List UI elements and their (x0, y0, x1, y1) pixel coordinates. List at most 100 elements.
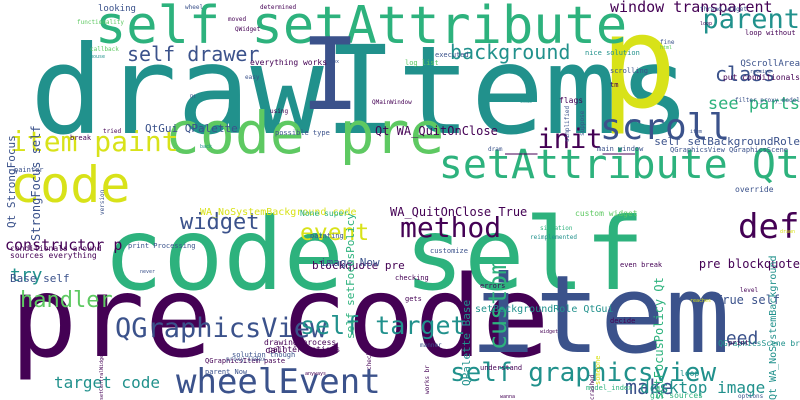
cloud-word: scroll (600, 107, 731, 148)
cloud-word: crashed (589, 374, 596, 400)
cloud-word: level (740, 287, 759, 294)
cloud-word: sources everything (10, 251, 97, 260)
cloud-word: painter (14, 166, 44, 174)
cloud-word: nice solution (585, 49, 640, 57)
cloud-word: flags (559, 96, 584, 105)
cloud-word: break (70, 134, 92, 142)
cloud-word: easy (245, 74, 260, 81)
cloud-word: item (690, 129, 703, 135)
cloud-word: QMainWindow (372, 99, 412, 106)
cloud-word: tried (103, 128, 122, 135)
cloud-word: StrongFocus self (29, 125, 43, 241)
cloud-word: pre blockquote (698, 257, 800, 271)
cloud-word: parent (702, 4, 800, 35)
cloud-word: handler (20, 288, 113, 313)
cloud-word: QWidget (235, 26, 261, 33)
cloud-word: background (450, 40, 571, 64)
cloud-word: using (270, 108, 289, 115)
cloud-word: QtGui QPalette (145, 122, 238, 135)
cloud-word: fine (660, 39, 675, 46)
cloud-word: decide (610, 317, 636, 325)
cloud-word: override (735, 185, 774, 194)
cloud-word: print (728, 339, 750, 347)
cloud-word: need (715, 328, 759, 349)
cloud-word: someone (594, 355, 602, 385)
cloud-word: parent Now (205, 368, 248, 376)
cloud-word: setAttribute Qt (438, 142, 800, 188)
cloud-word: code pre (165, 99, 445, 167)
cloud-word: functionality (77, 19, 124, 26)
cloud-word: def (738, 207, 800, 247)
cloud-word: receive (750, 69, 772, 75)
cloud-word: I (300, 16, 361, 133)
cloud-word: QGraphicsView QGraphicsScene (670, 146, 789, 154)
cloud-word: painting (310, 232, 344, 240)
cloud-word: widget (180, 210, 260, 235)
cloud-word: reaches (690, 298, 712, 304)
cloud-word: desktop image (640, 378, 766, 397)
cloud-word: box (330, 59, 340, 65)
cloud-word: version (99, 189, 106, 215)
cloud-word: Base self (10, 272, 70, 285)
cloud-word: callback (90, 46, 119, 53)
cloud-word: QGraphicsScene br (718, 339, 800, 348)
cloud-word: code (520, 99, 533, 105)
cloud-word: wheel (185, 4, 204, 11)
cloud-word: git sources (650, 391, 703, 400)
cloud-word: simplified (564, 105, 571, 142)
cloud-word: check (366, 351, 373, 370)
cloud-word: anyways (305, 371, 327, 377)
cloud-word: scrolling (610, 67, 648, 75)
cloud-word: works br (424, 365, 431, 394)
cloud-word: conditionals around (10, 244, 102, 253)
cloud-word: code (10, 156, 131, 214)
cloud-word: widget (540, 329, 559, 335)
cloud-word: self drawer (127, 42, 260, 66)
cloud-word: image Now (320, 256, 380, 269)
cloud-word: everything works (250, 58, 328, 67)
cloud-word: setFocusPolicy Qt (652, 277, 666, 400)
cloud-word: window transparent (610, 0, 773, 16)
cloud-word: checking (395, 274, 429, 282)
cloud-word: main window (597, 145, 644, 153)
cloud-word: executed (435, 51, 469, 59)
cloud-word: understand (480, 364, 523, 372)
cloud-word: self target (300, 311, 466, 340)
cloud-word: item (470, 253, 731, 378)
cloud-word: painter options (268, 345, 341, 354)
cloud-word: code self (103, 196, 645, 313)
cloud-word: possible type (275, 129, 330, 137)
cloud-word: class (715, 62, 776, 86)
cloud-word: dram (488, 146, 503, 153)
cloud-word: filter_proxy_model (734, 97, 800, 104)
cloud-word: loop (680, 369, 700, 378)
cloud-word: back (200, 144, 213, 150)
cloud-word: pre code (10, 253, 550, 383)
cloud-word: model_index (586, 384, 633, 392)
cloud-word: moved (228, 16, 247, 23)
cloud-word: Qt (190, 94, 197, 100)
cloud-word: QScrollArea (740, 59, 800, 69)
cloud-word: Qt WA_QuitOnClose (375, 124, 498, 138)
cloud-word: self setAttribute (95, 0, 628, 56)
cloud-word: make (625, 375, 674, 399)
cloud-word: thread_widget (700, 6, 747, 13)
cloud-word: True self (715, 293, 781, 307)
cloud-word: manner (420, 342, 442, 349)
cloud-word: call (265, 346, 287, 356)
cloud-word: tm (610, 81, 619, 89)
cloud-word: WA_NoSystemBackground code (200, 207, 357, 218)
cloud-word: self graphicsview (450, 358, 717, 388)
cloud-word: even break (620, 261, 663, 269)
cloud-word: blockquote pre (312, 259, 405, 272)
cloud-word: proxy_index (226, 356, 266, 363)
cloud-word: looking (98, 4, 136, 14)
cloud-word: setCentralWidget (99, 351, 105, 400)
cloud-word: drawItems (30, 20, 692, 162)
cloud-word: constructor p (5, 236, 123, 254)
cloud-word: self setFocusPolicy (344, 213, 357, 339)
cloud-word: loop (700, 21, 713, 27)
cloud-word: QPalette Base (460, 299, 473, 386)
cloud-word: options (738, 393, 764, 400)
